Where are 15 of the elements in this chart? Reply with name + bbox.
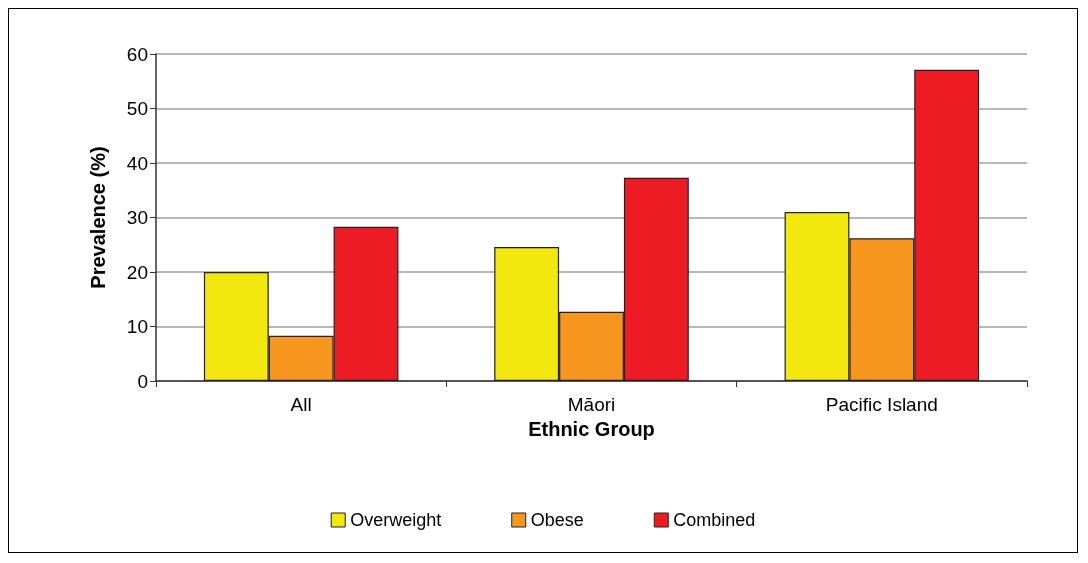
y-tick-label: 40	[126, 152, 148, 174]
y-tick-label: 30	[126, 207, 148, 228]
x-tick-label: Pacific Island	[825, 394, 938, 415]
y-tick-label: 50	[126, 98, 148, 119]
y-axis-title: Prevalence (%)	[87, 146, 109, 289]
legend-label: Obese	[530, 510, 584, 530]
x-tick-label: All	[290, 394, 312, 415]
x-tick-label: Māori	[567, 394, 616, 415]
y-tick-label: 20	[126, 261, 148, 283]
y-tick-label: 10	[126, 316, 148, 337]
y-tick-label: 0	[137, 370, 148, 392]
legend-label: Combined	[673, 510, 756, 530]
legend-label: Overweight	[350, 510, 442, 530]
y-tick-label: 60	[126, 43, 148, 65]
x-axis-title: Ethnic Group	[528, 418, 655, 440]
